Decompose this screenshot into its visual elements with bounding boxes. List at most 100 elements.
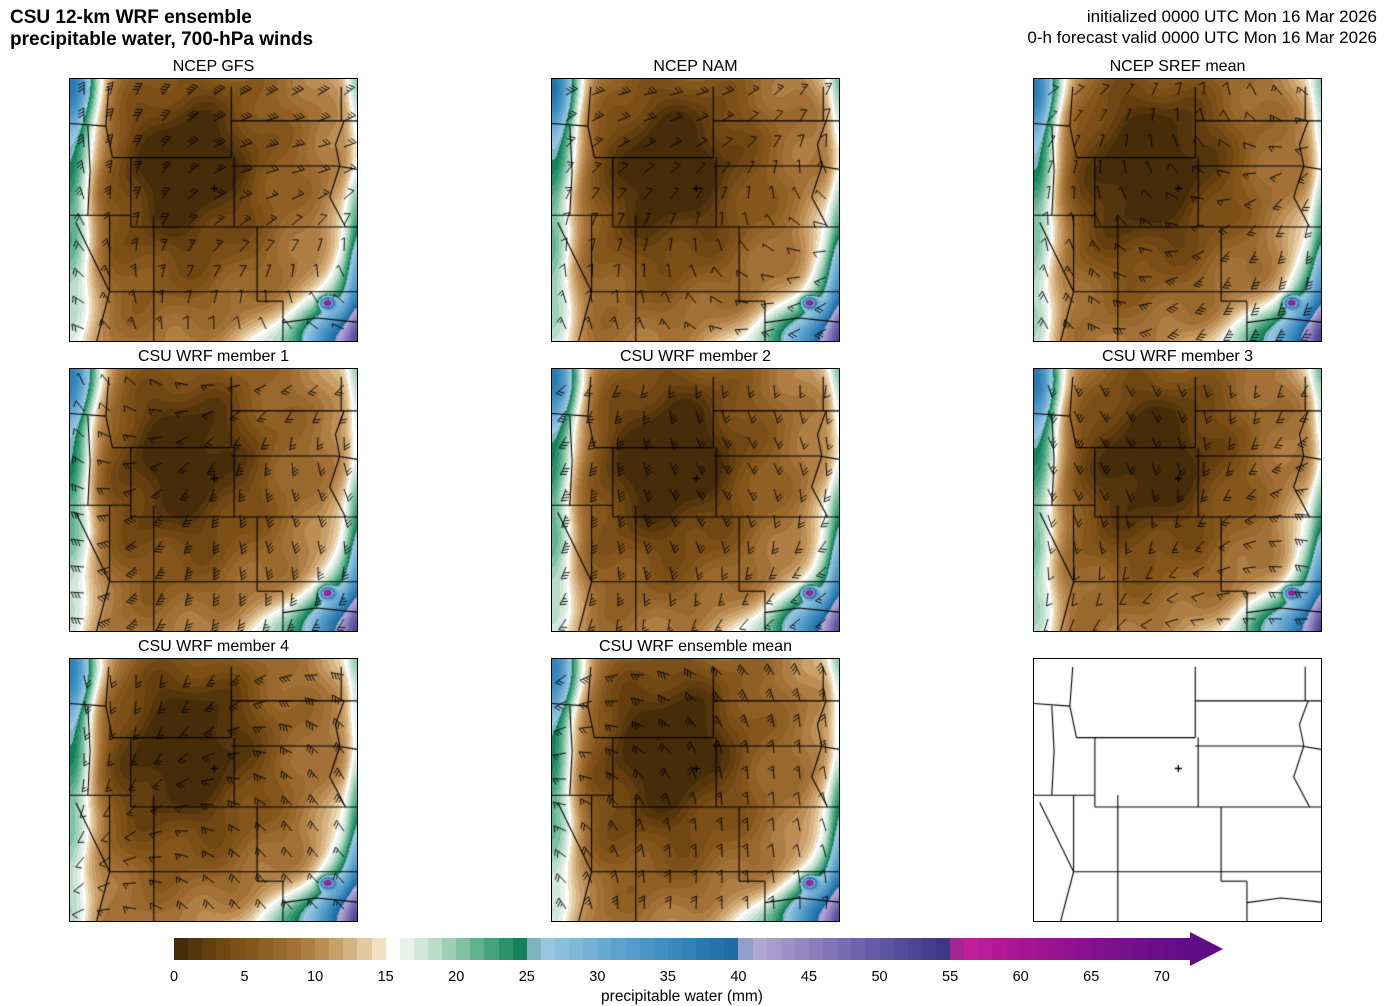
colorbar-segment [921,938,937,960]
map-canvas [551,368,840,632]
colorbar-segment [583,938,599,960]
panel-title: CSU WRF ensemble mean [599,638,792,655]
colorbar-segment [950,938,965,960]
panel-title [1033,637,1322,656]
colorbar-segment [1091,938,1107,960]
colorbar-segment [343,938,359,960]
figure-header: CSU 12-km WRF ensemble precipitable wate… [0,0,1387,55]
map-canvas [69,78,358,342]
colorbar-segment [639,938,655,960]
colorbar-tick-label: 30 [589,969,606,985]
colorbar-tick-labels: 0 5 10 15 20 25 30 35 40 45 50 55 60 65 70 [170,967,1190,987]
colorbar-segment [766,938,782,960]
map-canvas [1033,368,1322,632]
colorbar-segment [188,938,203,960]
colorbar: 0 5 10 15 20 25 30 35 40 45 50 55 60 65 70 precipitabl… [170,931,1264,1006]
colorbar-segment [442,938,457,960]
colorbar-segment [738,938,754,960]
colorbar-tick-label: 10 [307,969,324,985]
colorbar-segment [1034,938,1050,960]
colorbar-segment [272,938,288,960]
colorbar-segment [752,938,768,960]
colorbar-segment [964,938,980,960]
colorbar-tick-label: 45 [800,969,818,985]
colorbar-segment [794,938,810,960]
colorbar-segment [315,938,330,960]
colorbar-segment [470,938,486,960]
colorbar-tick-label: 35 [659,969,676,985]
map-canvas [1033,78,1322,342]
colorbar-segment [1133,938,1149,960]
map-canvas [1033,658,1322,922]
colorbar-segment [667,938,683,960]
colorbar-segment [202,938,218,960]
colorbar-segment [399,938,415,960]
map-canvas [551,78,840,342]
colorbar-segment [1147,938,1163,960]
map-canvas [69,658,358,922]
colorbar-segment [526,938,542,960]
colorbar-segment [724,938,740,960]
panel-grid: NCEP GFS NCEP NAM NCEP SREF mean CSU WRF… [69,57,1387,922]
colorbar-segment [1119,938,1135,960]
colorbar-segment [625,938,641,960]
colorbar-segment [597,938,613,960]
panel-blank-basemap [1033,637,1322,922]
colorbar-segment [216,938,232,960]
colorbar-segment [682,938,697,960]
panel-wrf-ensemble-mean: CSU WRF ensemble mean [551,637,840,922]
colorbar-tick-label: 0 [169,969,179,985]
colorbar-segment [809,938,824,960]
colorbar-segment [230,938,246,960]
colorbar-segment [851,938,867,960]
figure-title-line2: precipitable water, 700-hPa winds [10,29,314,51]
colorbar-segment [413,938,429,960]
colorbar-segment [1048,938,1064,960]
colorbar-segment [611,938,627,960]
colorbar-segment [780,938,796,960]
panel-wrf-member-2: CSU WRF member 2 [551,347,840,632]
colorbar-gradient [174,938,1190,960]
colorbar-axis-label: precipitable water (mm) [601,988,763,1005]
colorbar-segment [456,938,472,960]
colorbar-tick-label: 70 [1153,969,1170,985]
colorbar-segment [837,938,853,960]
map-canvas [551,658,840,922]
colorbar-segment [1020,938,1036,960]
colorbar-segment [1077,938,1092,960]
figure-timestamps: initialized 0000 UTC Mon 16 Mar 2026 0-h… [1027,7,1377,48]
colorbar-segment [865,938,881,960]
figure-title: CSU 12-km WRF ensemble precipitable wate… [10,7,313,52]
colorbar-segment [653,938,669,960]
colorbar-segment [907,938,923,960]
colorbar-segment [893,938,909,960]
colorbar-segment [569,938,584,960]
panel-wrf-member-1: CSU WRF member 1 [69,347,358,632]
colorbar-tick-label: 5 [240,969,249,985]
panel-title: CSU WRF member 2 [619,348,772,365]
panel-title: NCEP SREF mean [1109,58,1246,75]
panel-title: CSU WRF member 3 [1101,348,1254,365]
colorbar-segment [1006,938,1022,960]
colorbar-segment [978,938,994,960]
colorbar-segment [286,938,302,960]
colorbar-segment [540,938,556,960]
colorbar-segment [301,938,316,960]
colorbar-tick-label: 65 [1083,969,1100,985]
colorbar-segment [879,938,895,960]
figure-title-line1: CSU 12-km WRF ensemble [10,7,252,28]
colorbar-tick-label: 60 [1012,969,1029,985]
colorbar-segment [823,938,838,960]
colorbar-extend-arrow [1190,932,1223,966]
panel-wrf-member-4: CSU WRF member 4 [69,637,358,922]
panel-ncep-nam: NCEP NAM [551,57,840,342]
colorbar-segment [1105,938,1121,960]
colorbar-segment [484,938,500,960]
colorbar-segment [244,938,260,960]
panel-title: NCEP NAM [653,58,738,75]
colorbar-tick-label: 50 [871,969,888,985]
colorbar-segment [696,938,711,960]
colorbar-tick-label: 15 [377,969,394,985]
panel-ncep-gfs: NCEP GFS [69,57,358,342]
valid-time-text: 0-h forecast valid 0000 UTC Mon 16 Mar 2… [1027,27,1377,47]
